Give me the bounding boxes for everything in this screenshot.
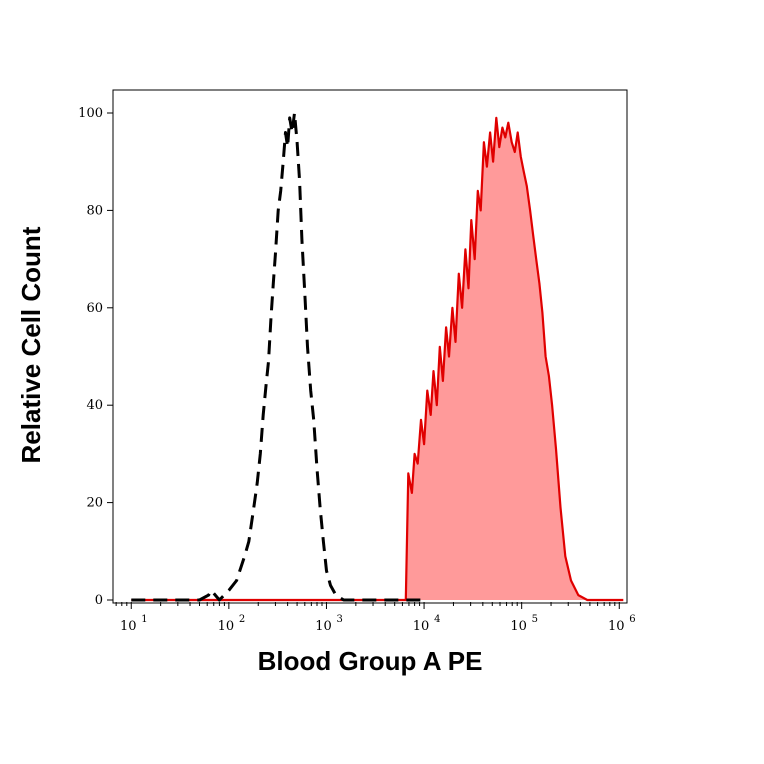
x-axis: 10 1 10 2 10 3 10 4 10 5 10 6 <box>115 602 636 634</box>
isotype-control-line <box>131 111 425 602</box>
y-tick-label: 0 <box>95 593 103 608</box>
sample-histogram-line <box>131 116 624 602</box>
x-tick-label: 10 <box>120 619 137 634</box>
y-tick-label: 100 <box>78 106 103 121</box>
x-tick-exponent: 4 <box>434 614 440 625</box>
x-axis-title: Blood Group A PE <box>258 646 483 676</box>
sample-histogram-fill <box>131 117 624 601</box>
y-tick-label: 40 <box>86 398 103 413</box>
y-tick-label: 60 <box>86 301 103 316</box>
x-tick-label: 10 <box>413 619 430 634</box>
x-tick-label: 10 <box>510 619 527 634</box>
y-tick-label: 80 <box>86 203 103 218</box>
x-tick-label: 10 <box>218 619 235 634</box>
y-axis: 0 20 40 60 80 100 <box>78 106 113 608</box>
plot-frame <box>112 89 628 604</box>
x-tick-exponent: 6 <box>629 614 635 625</box>
x-tick-exponent: 3 <box>336 614 342 625</box>
x-tick-exponent: 5 <box>532 614 538 625</box>
x-tick-exponent: 2 <box>239 614 245 625</box>
y-axis-title: Relative Cell Count <box>16 226 46 463</box>
isotype-control-histogram <box>131 111 425 602</box>
sample-histogram <box>131 116 624 602</box>
x-tick-label: 10 <box>315 619 332 634</box>
y-tick-label: 20 <box>86 496 103 511</box>
x-tick-exponent: 1 <box>141 614 147 625</box>
x-tick-label: 10 <box>608 619 625 634</box>
